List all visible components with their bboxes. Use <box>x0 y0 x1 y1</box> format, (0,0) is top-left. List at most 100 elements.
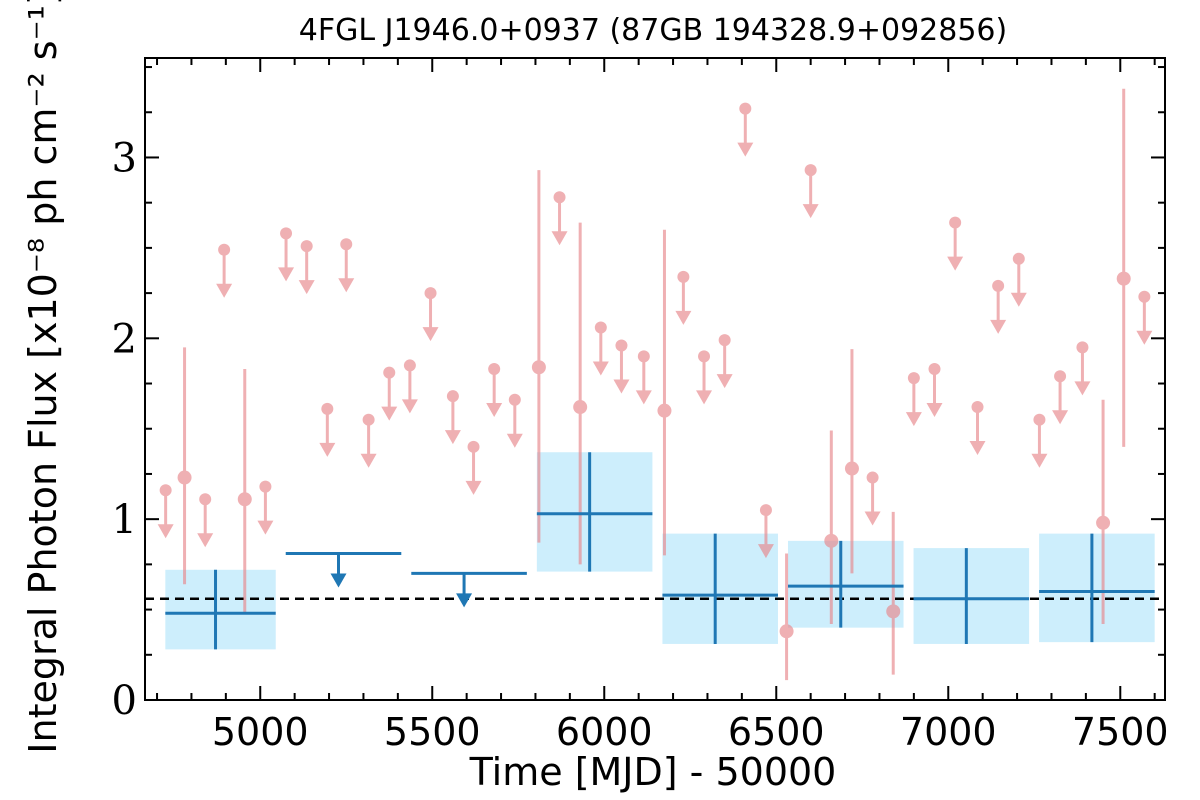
short-bin-upper-limit <box>969 401 986 456</box>
short-bin-upper-limit <box>465 440 482 495</box>
long-bin-point <box>913 548 1030 644</box>
arrow-head <box>422 327 439 342</box>
data-point <box>177 470 192 485</box>
data-point <box>824 533 839 548</box>
data-point <box>844 461 859 476</box>
plot-frame <box>144 57 1166 701</box>
short-bin-upper-limit <box>506 393 523 448</box>
short-bin-upper-limit <box>1031 413 1048 468</box>
arrow-head <box>969 441 986 456</box>
short-bin-upper-limit <box>551 191 568 246</box>
data-point <box>531 360 546 375</box>
data-point <box>573 400 588 415</box>
arrow-head <box>1136 330 1153 345</box>
short-bin-upper-limit <box>947 216 964 271</box>
arrow-head <box>716 374 733 389</box>
arrow-head <box>330 573 347 588</box>
long-bin-error-band <box>913 548 1030 644</box>
y-axis-label: Integral Photon Flux [x10⁻⁸ ph cm⁻² s⁻¹] <box>21 0 65 754</box>
arrow-head <box>635 390 652 405</box>
arrow-head <box>298 280 315 295</box>
short-bin-upper-limit <box>381 366 398 421</box>
data-point <box>237 492 252 507</box>
short-bin-upper-limit <box>592 321 609 376</box>
data-point <box>1116 271 1131 286</box>
arrow-head <box>401 399 418 414</box>
short-bin-point <box>657 229 672 556</box>
short-bin-upper-limit <box>278 227 295 282</box>
short-bin-upper-limit <box>360 413 377 468</box>
x-tick-label: 7500 <box>1072 710 1169 754</box>
arrow-head <box>864 511 881 526</box>
short-bin-point <box>886 511 901 675</box>
arrow-head <box>257 520 274 535</box>
arrow-head <box>802 204 819 219</box>
short-bin-upper-limit <box>802 164 819 219</box>
axes: 5000 5500 6000 6500 7000 7500 0 1 2 3 <box>112 57 1169 754</box>
y-tick-label: 2 <box>112 316 137 362</box>
y-tick-label: 3 <box>112 135 137 181</box>
arrow-head <box>157 524 174 539</box>
arrow-head <box>278 267 295 282</box>
short-bin-upper-limit <box>298 240 315 295</box>
short-bin-upper-limit <box>635 350 652 405</box>
long-bin-error-band <box>1039 533 1155 643</box>
arrow-head <box>675 310 692 325</box>
arrow-head <box>551 231 568 246</box>
data-point <box>886 604 901 619</box>
arrow-head <box>360 453 377 468</box>
arrow-head <box>465 480 482 495</box>
short-bin-upper-limit <box>990 279 1007 334</box>
data-point <box>779 624 794 639</box>
arrow-head <box>613 379 630 394</box>
arrow-head <box>216 283 233 298</box>
short-bin-point <box>824 430 839 625</box>
arrow-head <box>506 433 523 448</box>
short-bin-point <box>237 369 252 614</box>
x-axis-label: Time [MJD] - 50000 <box>469 750 837 794</box>
short-bin-point <box>1096 399 1111 625</box>
arrow-head <box>1010 292 1027 307</box>
long-bin-point <box>787 540 904 628</box>
long-bin-upper-limit <box>411 571 527 608</box>
short-bin-upper-limit <box>1136 290 1153 345</box>
short-bin-point <box>531 170 546 543</box>
long-bin-point <box>536 452 653 572</box>
short-bin-point <box>177 347 192 585</box>
long-bin-error-band <box>536 452 653 572</box>
arrow-head <box>947 256 964 271</box>
arrow-head <box>926 403 943 418</box>
arrow-head <box>444 430 461 445</box>
arrow-head <box>696 390 713 405</box>
arrow-head <box>990 319 1007 334</box>
short-bin-upper-limit <box>716 334 733 389</box>
short-bin-upper-limit <box>257 480 274 535</box>
arrow-head <box>486 403 503 418</box>
short-bin-upper-limit <box>157 484 174 539</box>
x-tick-label: 5500 <box>384 710 481 754</box>
short-bin-upper-limit <box>864 471 881 526</box>
arrow-head <box>381 406 398 421</box>
short-bin-upper-limit <box>613 339 630 394</box>
arrow-head <box>1074 381 1091 396</box>
arrow-head <box>197 533 214 548</box>
y-tick-label: 1 <box>112 497 137 543</box>
short-bin-upper-limit <box>696 350 713 405</box>
arrow-head <box>905 412 922 427</box>
arrow-head <box>1052 410 1069 425</box>
plot-area <box>145 88 1165 681</box>
short-bin-upper-limit <box>1010 252 1027 307</box>
short-bin-point <box>779 553 794 681</box>
data-point <box>657 403 672 418</box>
short-bin-upper-limit <box>1052 370 1069 425</box>
x-tick-label: 6500 <box>728 710 825 754</box>
long-bin-upper-limit <box>285 552 402 588</box>
long-bin-point <box>1039 533 1155 643</box>
arrow-head <box>456 593 473 608</box>
short-bin-upper-limit <box>675 270 692 325</box>
x-tick-label: 6000 <box>556 710 653 754</box>
short-bin-point <box>844 349 859 574</box>
long-bin-error-band <box>165 569 276 650</box>
long-bin-point <box>662 533 778 644</box>
